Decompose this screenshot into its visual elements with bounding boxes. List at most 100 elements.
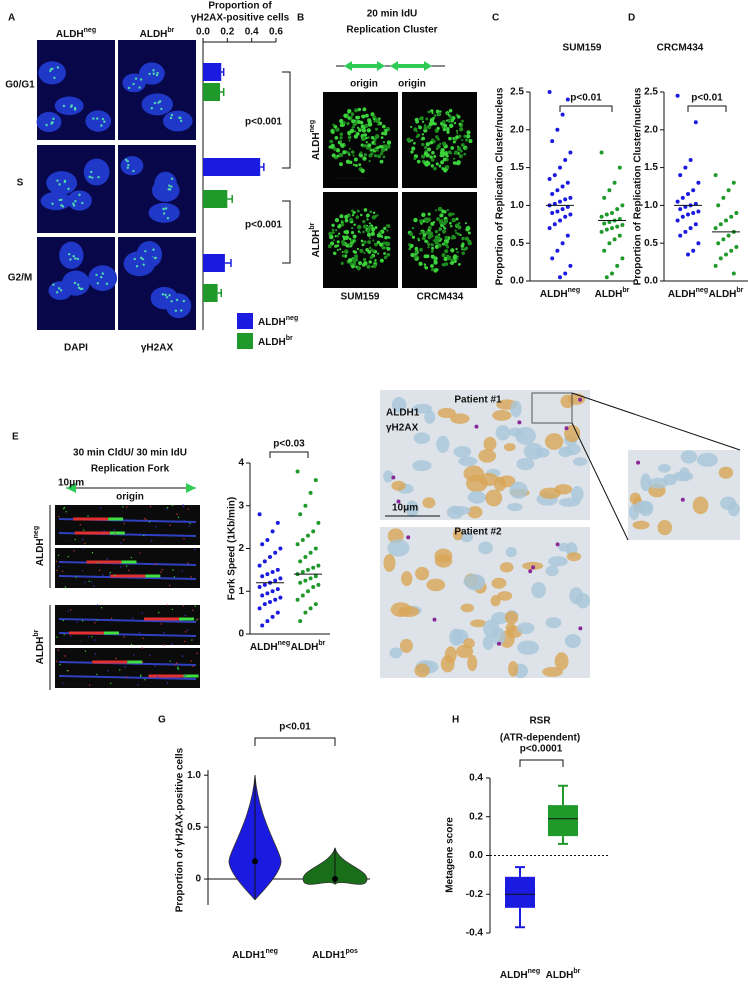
cell xyxy=(507,502,523,512)
noise xyxy=(131,617,134,620)
cluster-dot xyxy=(384,129,388,133)
cluster-dot xyxy=(363,240,367,244)
noise xyxy=(79,524,82,526)
cluster-dot xyxy=(368,237,371,240)
noise xyxy=(74,538,76,541)
image-title: Patient #1 xyxy=(454,395,502,406)
cluster-dot xyxy=(340,261,344,265)
data-point xyxy=(273,578,278,583)
x-tick-label: 0.6 xyxy=(269,27,283,38)
cluster-dot xyxy=(432,239,436,242)
data-point xyxy=(683,204,688,209)
cluster-dot xyxy=(341,254,345,258)
data-point xyxy=(295,469,300,474)
noise xyxy=(88,580,90,582)
cluster-dot xyxy=(349,217,353,222)
gh2ax-dot xyxy=(391,475,396,480)
cluster-dot xyxy=(433,221,436,224)
cluster-dot xyxy=(419,116,424,121)
data-point xyxy=(615,224,620,229)
noise xyxy=(102,574,104,576)
data-point xyxy=(678,173,683,178)
noise xyxy=(88,684,91,686)
cluster-dot xyxy=(351,243,354,246)
data-point xyxy=(316,582,321,587)
cluster-dot xyxy=(366,229,371,234)
data-point xyxy=(300,570,305,575)
cluster-dot xyxy=(456,160,461,165)
noise xyxy=(187,508,189,510)
cell xyxy=(452,528,463,541)
noise xyxy=(129,574,132,577)
data-point xyxy=(547,90,552,94)
data-point xyxy=(265,619,270,624)
x-tick-label-sup: br xyxy=(622,287,629,294)
cell xyxy=(539,487,561,499)
cell xyxy=(505,546,518,558)
cluster-dot xyxy=(366,232,372,237)
chart-title: (ATR-dependent) xyxy=(500,733,580,744)
panel-letter: C xyxy=(492,13,499,24)
data-point xyxy=(560,112,565,117)
cluster-dot xyxy=(439,150,445,156)
row-label: ALDHbr xyxy=(309,222,322,257)
cluster-dot xyxy=(383,131,388,136)
nucleus xyxy=(154,171,177,198)
data-point xyxy=(691,248,696,253)
significance-bracket xyxy=(254,737,336,746)
foci xyxy=(139,256,143,260)
panel-title: 30 min CldU/ 30 min IdU xyxy=(73,448,187,459)
foci xyxy=(101,272,104,275)
gh2ax-dot xyxy=(636,460,641,465)
cluster-dot xyxy=(427,242,431,246)
x-tick-label-base: ALDH xyxy=(546,970,574,981)
foci xyxy=(97,175,100,179)
cluster-dot xyxy=(350,230,355,235)
nucleus xyxy=(122,73,146,93)
error-bar xyxy=(221,68,225,76)
cluster-dot xyxy=(434,235,440,240)
noise xyxy=(150,540,153,542)
cluster-dot xyxy=(371,115,377,120)
data-point xyxy=(308,606,313,611)
data-point xyxy=(262,582,267,587)
legend-label-base: ALDH xyxy=(258,337,286,348)
cluster-dot xyxy=(430,139,434,142)
data-point xyxy=(547,226,552,231)
noise xyxy=(143,517,146,520)
data-point xyxy=(558,165,562,170)
data-point xyxy=(678,233,683,238)
column-label-base: ALDH xyxy=(140,29,168,40)
data-point xyxy=(275,610,280,615)
data-point xyxy=(260,574,265,579)
micrograph xyxy=(118,40,196,140)
noise xyxy=(63,506,66,509)
cluster-dot xyxy=(339,136,343,140)
cluster-dot xyxy=(442,128,446,132)
cluster-dot xyxy=(413,217,418,223)
nucleus xyxy=(162,110,193,132)
noise xyxy=(93,585,95,587)
nucleus xyxy=(38,61,66,85)
data-point xyxy=(565,97,570,102)
cell xyxy=(658,463,671,473)
cluster-dot xyxy=(421,136,426,141)
cluster-dot xyxy=(420,222,423,225)
data-point xyxy=(565,204,570,209)
panel-letter: H xyxy=(452,715,459,726)
data-point xyxy=(696,241,701,246)
cell xyxy=(398,606,420,618)
cell xyxy=(463,465,485,482)
noise xyxy=(154,563,156,566)
data-point xyxy=(303,503,308,508)
cluster-dot xyxy=(449,123,454,128)
cluster-dot xyxy=(354,108,359,113)
cluster-dot xyxy=(355,115,360,120)
cluster-dot xyxy=(366,128,371,133)
cluster-dot xyxy=(361,243,365,247)
x-tick-label: ALDHbr xyxy=(709,287,744,300)
row-label-base: ALDH xyxy=(35,538,46,566)
cluster-dot xyxy=(386,252,391,257)
bar xyxy=(203,83,221,101)
cluster-dot xyxy=(442,210,446,214)
